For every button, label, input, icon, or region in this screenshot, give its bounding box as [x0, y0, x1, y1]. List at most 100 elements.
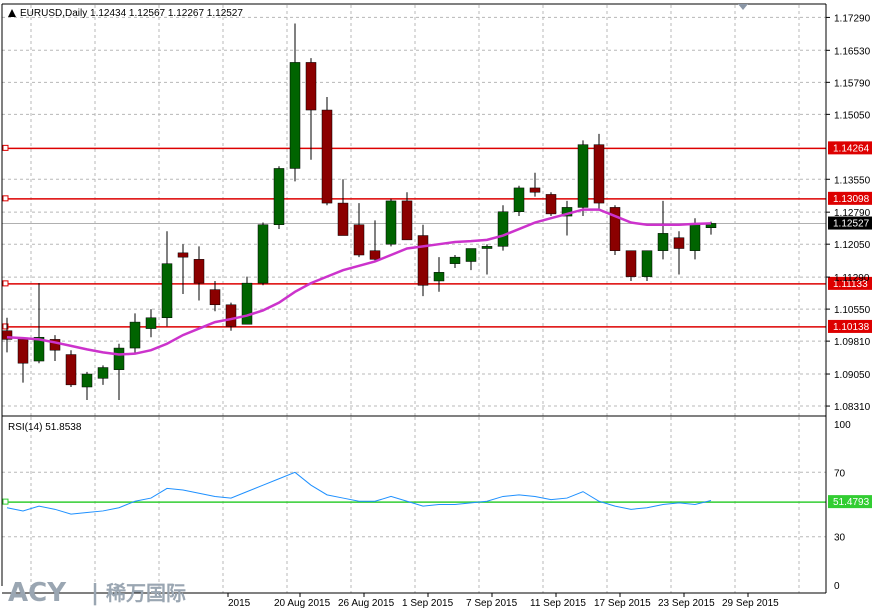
candle-body	[465, 248, 477, 262]
date-tick-label: 20 Aug 2015	[274, 598, 331, 609]
candle-body	[689, 224, 701, 251]
level-price-tag	[828, 276, 872, 290]
level-price-label: 1.13098	[833, 194, 870, 205]
rsi-line	[6, 471, 712, 515]
candle	[129, 313, 141, 355]
candle	[593, 133, 605, 210]
candle-body	[113, 347, 125, 370]
candle-body	[289, 62, 301, 169]
candle-body	[353, 224, 365, 256]
candle	[449, 255, 461, 268]
candle	[161, 231, 173, 327]
date-tick-label: 26 Aug 2015	[338, 598, 395, 609]
price-tick-label: 1.12050	[834, 240, 871, 251]
level-price-tag	[828, 319, 872, 333]
candle	[145, 309, 157, 338]
price-tick-label: 1.15790	[834, 78, 871, 89]
date-tick-label: 17 Sep 2015	[594, 598, 651, 609]
candle	[513, 185, 525, 217]
candle-body	[305, 62, 317, 111]
candle-body	[609, 207, 621, 251]
candle	[193, 246, 205, 301]
date-tick-label: 23 Sep 2015	[658, 598, 715, 609]
price-tick-label: 1.13550	[834, 175, 871, 186]
rsi-tick-label: 100	[834, 420, 851, 431]
rsi-level-tag	[828, 495, 872, 509]
price-tick-label: 1.12790	[834, 208, 871, 219]
header-arrow-icon	[8, 9, 16, 17]
date-tick-label: 1 Sep 2015	[402, 598, 454, 609]
candle	[385, 198, 397, 247]
candle	[577, 140, 589, 217]
candle	[289, 23, 301, 182]
candle	[49, 335, 61, 362]
symbol-info-text: EURUSD,Daily 1.12434 1.12567 1.12267 1.1…	[20, 8, 243, 19]
candle	[609, 205, 621, 256]
candle	[177, 244, 189, 294]
acy-logo: ACY | 稀万国际	[8, 578, 186, 608]
price-tick-label: 1.17290	[834, 13, 871, 24]
candle-body	[97, 367, 109, 379]
candle	[657, 200, 669, 260]
candle-body	[321, 109, 333, 204]
svg-text:稀万国际: 稀万国际	[106, 581, 186, 605]
candle-body	[193, 259, 205, 284]
candle-body	[257, 224, 269, 284]
rsi-level-label: 51.4793	[833, 497, 870, 508]
candle-body	[641, 250, 653, 277]
rsi-tick-label: 30	[834, 533, 846, 544]
candle-body	[145, 317, 157, 329]
candle	[337, 179, 349, 236]
candle	[497, 205, 509, 251]
current-price-tag	[828, 216, 872, 230]
candle	[273, 166, 285, 230]
candle-body	[385, 200, 397, 245]
candle-body	[625, 250, 637, 277]
candle-body	[449, 256, 461, 264]
rsi-level-handle[interactable]	[2, 498, 9, 505]
candle	[641, 250, 653, 281]
level-handle[interactable]	[2, 280, 9, 287]
candle	[545, 192, 557, 217]
candle-body	[81, 373, 93, 388]
candle-body	[129, 321, 141, 349]
candle-body	[577, 144, 589, 208]
candle-body	[497, 211, 509, 247]
date-tick-label: 29 Sep 2015	[722, 598, 779, 609]
candle-body	[225, 304, 237, 327]
candle-body	[417, 235, 429, 286]
candle	[401, 192, 413, 241]
candle	[417, 224, 429, 297]
level-price-label: 1.11133	[833, 279, 868, 290]
candle	[369, 220, 381, 262]
price-tick-label: 1.10550	[834, 305, 871, 316]
candle	[33, 283, 45, 364]
candle-body	[209, 289, 221, 306]
scroll-marker-icon[interactable]	[738, 4, 748, 10]
level-handle[interactable]	[2, 195, 9, 202]
svg-text:ACY: ACY	[8, 578, 67, 608]
price-tick-label: 1.09050	[834, 370, 871, 381]
candle	[433, 257, 445, 292]
candle-body	[273, 168, 285, 225]
level-price-tag	[828, 191, 872, 205]
price-tick-label: 1.11290	[834, 273, 870, 284]
candle	[65, 350, 77, 388]
candle-body	[369, 250, 381, 260]
candle	[673, 231, 685, 275]
candle-body	[177, 252, 189, 258]
price-tick-label: 1.08310	[834, 402, 871, 413]
candle-body	[401, 200, 413, 241]
candle	[113, 343, 125, 400]
level-price-label: 1.14264	[833, 143, 870, 154]
price-tick-label: 1.15050	[834, 110, 871, 121]
candle	[97, 365, 109, 385]
level-handle[interactable]	[2, 323, 9, 330]
candle-body	[33, 336, 45, 362]
candle-body	[593, 144, 605, 204]
level-price-label: 1.10138	[833, 322, 870, 333]
candle-body	[241, 282, 253, 325]
candle-body	[529, 187, 541, 193]
level-handle[interactable]	[2, 144, 9, 151]
